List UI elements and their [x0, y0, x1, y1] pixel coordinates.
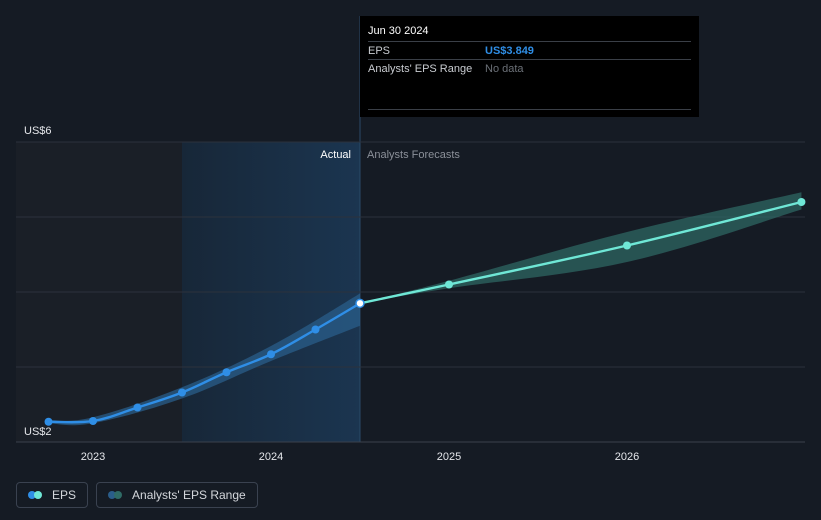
tooltip-range-label: Analysts' EPS Range [368, 63, 473, 75]
eps-highlighted-point [355, 298, 365, 309]
eps-point-actual [222, 368, 231, 377]
eps-point-actual [267, 350, 275, 359]
legend-eps-toggle[interactable]: EPS [16, 482, 89, 508]
y-tick-label: US$2 [24, 426, 52, 438]
forecast-region-label: Analysts Forecasts [367, 149, 460, 161]
eps-point-actual [133, 403, 142, 412]
eps-point-forecast [445, 280, 453, 289]
eps-point-actual [44, 417, 53, 426]
eps-point-actual [89, 417, 97, 425]
tooltip-row-eps: EPS US$3.849 [368, 41, 691, 60]
tooltip-eps-label: EPS [368, 45, 391, 57]
x-tick-label: 2024 [259, 451, 283, 463]
eps-point-forecast [623, 241, 631, 250]
tooltip-range-value: No data [485, 63, 524, 75]
tooltip-date: Jun 30 2024 [368, 25, 429, 37]
legend-eps-label: EPS [52, 488, 77, 502]
tooltip-eps-value: US$3.849 [485, 45, 534, 57]
legend-range-label: Analysts' EPS Range [132, 488, 246, 502]
range-swatch-icon [108, 491, 124, 499]
eps-point-actual [311, 325, 320, 334]
chart-legend: EPS Analysts' EPS Range [16, 482, 258, 510]
x-tick-label: 2025 [437, 451, 461, 463]
eps-range-band-forecast [360, 192, 802, 304]
x-tick-label: 2026 [615, 451, 639, 463]
eps-point-actual [178, 388, 186, 397]
eps-swatch-icon [28, 491, 44, 499]
y-tick-label: US$6 [24, 125, 52, 137]
tooltip-divider [368, 109, 691, 110]
tooltip-row-range: Analysts' EPS Range No data [368, 59, 691, 78]
eps-line-forecast [358, 200, 803, 305]
actual-region-label: Actual [320, 149, 351, 161]
x-tick-label: 2023 [81, 451, 105, 463]
eps-tooltip: Jun 30 2024 EPS US$3.849 Analysts' EPS R… [360, 16, 699, 117]
eps-point-forecast [797, 198, 806, 206]
legend-range-toggle[interactable]: Analysts' EPS Range [96, 482, 258, 508]
